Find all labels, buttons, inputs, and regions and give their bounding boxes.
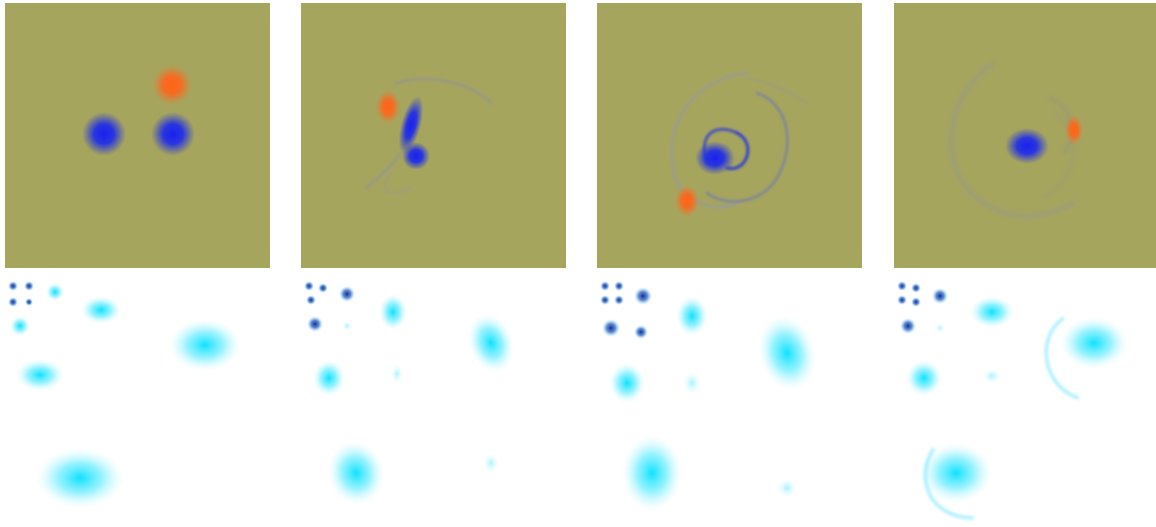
negative-vortex xyxy=(151,112,195,156)
wavelet-image-1 xyxy=(5,278,270,527)
vorticity-field-1 xyxy=(5,3,270,268)
negative-vortex xyxy=(1005,128,1049,164)
coarse-scale-tiles xyxy=(897,281,948,334)
positive-vortex xyxy=(675,185,699,217)
vorticity-image-2 xyxy=(301,3,566,268)
mid-scale-tiles xyxy=(313,294,515,505)
wavelet-coefficients-1 xyxy=(5,278,270,527)
negative-vortex xyxy=(695,141,735,175)
wavelet-image-2 xyxy=(301,278,566,527)
wavelet-image-4 xyxy=(894,278,1156,527)
coarse-scale-tiles xyxy=(600,281,652,339)
coarse-scale-tiles xyxy=(8,281,64,336)
vorticity-image-3 xyxy=(597,3,862,268)
mid-scale-tiles xyxy=(906,296,1128,520)
wavelet-image-3 xyxy=(597,278,862,527)
positive-vortex xyxy=(1065,115,1083,145)
vorticity-field-3 xyxy=(597,3,862,268)
wavelet-coefficients-2 xyxy=(301,278,566,527)
wavelet-coefficients-4 xyxy=(894,278,1156,527)
vorticity-image-4 xyxy=(894,3,1156,268)
negative-vortex xyxy=(402,142,430,170)
negative-vortex xyxy=(398,95,424,155)
mid-scale-tiles xyxy=(609,296,816,511)
coarse-scale-tiles xyxy=(304,281,355,332)
vorticity-field-4 xyxy=(894,3,1156,268)
vorticity-field-2 xyxy=(301,3,566,268)
vorticity-image-1 xyxy=(5,3,270,268)
positive-vortex xyxy=(152,65,192,105)
wavelet-coefficients-3 xyxy=(597,278,862,527)
negative-vortex xyxy=(82,112,126,156)
positive-vortex xyxy=(376,90,400,124)
mid-scale-tiles xyxy=(16,296,241,508)
